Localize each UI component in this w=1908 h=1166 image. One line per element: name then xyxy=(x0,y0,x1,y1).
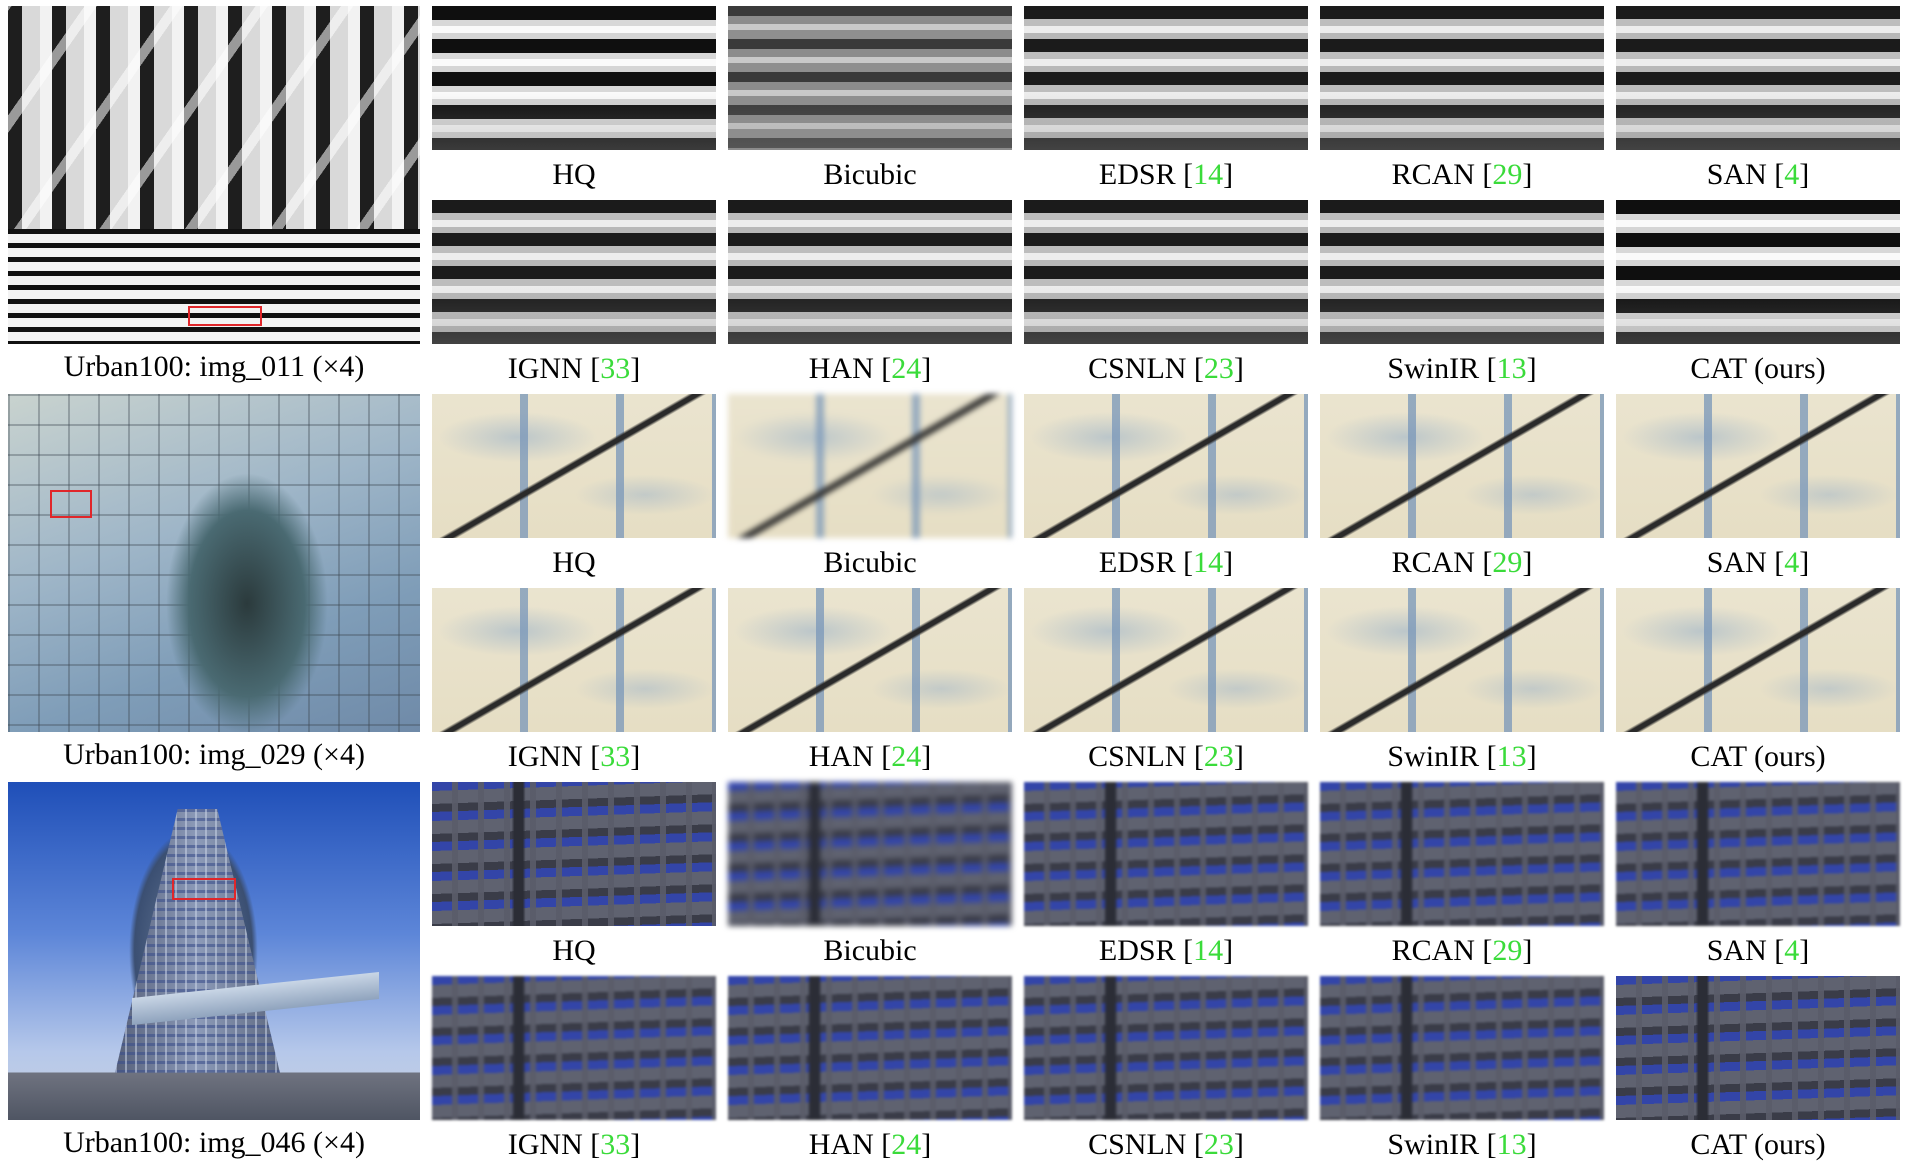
patch-hq xyxy=(432,782,716,926)
citation-link[interactable]: 13 xyxy=(1496,352,1527,385)
patch-swinir xyxy=(1320,588,1604,732)
citation-link[interactable]: 13 xyxy=(1496,740,1527,773)
overview-image-img029 xyxy=(8,394,420,732)
patch-han xyxy=(728,976,1012,1120)
label-cat: CAT (ours) xyxy=(1690,1128,1826,1161)
overview-image-img011 xyxy=(8,6,420,344)
citation-link[interactable]: 24 xyxy=(891,1128,922,1161)
patch-ignn xyxy=(432,976,716,1120)
citation-link[interactable]: 14 xyxy=(1193,934,1224,967)
overview-image-img046 xyxy=(8,782,420,1120)
patch-san xyxy=(1616,6,1900,150)
overview-label: Urban100: img_011 (×4) xyxy=(63,350,365,383)
patch-cat xyxy=(1616,976,1900,1120)
patch-csnln xyxy=(1024,588,1308,732)
patch-swinir xyxy=(1320,200,1604,344)
label-bicubic: Bicubic xyxy=(823,158,917,191)
label-rcan: RCAN [29] xyxy=(1391,158,1533,191)
roi-box xyxy=(50,490,92,518)
patch-cat xyxy=(1616,200,1900,344)
citation-link[interactable]: 13 xyxy=(1496,1128,1527,1161)
label-san: SAN [4] xyxy=(1706,546,1810,579)
overview-label: Urban100: img_029 (×4) xyxy=(63,738,365,771)
label-swinir: SwinIR [13] xyxy=(1387,1128,1537,1161)
label-han: HAN [24] xyxy=(808,1128,932,1161)
overview-label: Urban100: img_046 (×4) xyxy=(63,1126,365,1159)
patch-hq xyxy=(432,394,716,538)
label-hq: HQ xyxy=(552,934,596,967)
patch-ignn xyxy=(432,588,716,732)
label-edsr: EDSR [14] xyxy=(1098,546,1234,579)
roi-box xyxy=(172,878,236,900)
facade-stripes xyxy=(8,229,420,344)
tower xyxy=(115,809,280,1073)
label-cat: CAT (ours) xyxy=(1690,740,1826,773)
citation-link[interactable]: 33 xyxy=(600,1128,631,1161)
patch-san xyxy=(1616,394,1900,538)
patch-hq xyxy=(432,6,716,150)
patch-rcan xyxy=(1320,782,1604,926)
patch-csnln xyxy=(1024,200,1308,344)
patch-han xyxy=(728,200,1012,344)
label-san: SAN [4] xyxy=(1706,158,1810,191)
label-csnln: CSNLN [23] xyxy=(1088,352,1244,385)
patch-san xyxy=(1616,782,1900,926)
patch-bicubic xyxy=(728,6,1012,150)
label-edsr: EDSR [14] xyxy=(1098,934,1234,967)
citation-link[interactable]: 24 xyxy=(891,352,922,385)
label-bicubic: Bicubic xyxy=(823,934,917,967)
label-edsr: EDSR [14] xyxy=(1098,158,1234,191)
label-hq: HQ xyxy=(552,546,596,579)
citation-link[interactable]: 14 xyxy=(1193,546,1224,579)
citation-link[interactable]: 4 xyxy=(1784,546,1800,579)
patch-rcan xyxy=(1320,394,1604,538)
patch-cat xyxy=(1616,588,1900,732)
patch-csnln xyxy=(1024,976,1308,1120)
patch-ignn xyxy=(432,200,716,344)
citation-link[interactable]: 33 xyxy=(600,352,631,385)
patch-edsr xyxy=(1024,782,1308,926)
patch-han xyxy=(728,588,1012,732)
label-csnln: CSNLN [23] xyxy=(1088,740,1244,773)
label-rcan: RCAN [29] xyxy=(1391,934,1533,967)
label-swinir: SwinIR [13] xyxy=(1387,352,1537,385)
patch-edsr xyxy=(1024,6,1308,150)
label-bicubic: Bicubic xyxy=(823,546,917,579)
label-rcan: RCAN [29] xyxy=(1391,546,1533,579)
citation-link[interactable]: 14 xyxy=(1193,158,1224,191)
citation-link[interactable]: 29 xyxy=(1492,546,1523,579)
label-swinir: SwinIR [13] xyxy=(1387,740,1537,773)
patch-bicubic xyxy=(728,394,1012,538)
citation-link[interactable]: 4 xyxy=(1784,934,1800,967)
label-ignn: IGNN [33] xyxy=(507,352,641,385)
citation-link[interactable]: 29 xyxy=(1492,158,1523,191)
label-han: HAN [24] xyxy=(808,740,932,773)
citation-link[interactable]: 33 xyxy=(600,740,631,773)
label-csnln: CSNLN [23] xyxy=(1088,1128,1244,1161)
citation-link[interactable]: 23 xyxy=(1203,740,1234,773)
citation-link[interactable]: 23 xyxy=(1203,352,1234,385)
citation-link[interactable]: 23 xyxy=(1203,1128,1234,1161)
citation-link[interactable]: 24 xyxy=(891,740,922,773)
patch-bicubic xyxy=(728,782,1012,926)
citation-link[interactable]: 29 xyxy=(1492,934,1523,967)
label-han: HAN [24] xyxy=(808,352,932,385)
roi-box xyxy=(188,306,262,326)
patch-edsr xyxy=(1024,394,1308,538)
patch-rcan xyxy=(1320,6,1604,150)
citation-link[interactable]: 4 xyxy=(1784,158,1800,191)
label-san: SAN [4] xyxy=(1706,934,1810,967)
label-hq: HQ xyxy=(552,158,596,191)
label-ignn: IGNN [33] xyxy=(507,740,641,773)
label-cat: CAT (ours) xyxy=(1690,352,1826,385)
label-ignn: IGNN [33] xyxy=(507,1128,641,1161)
patch-swinir xyxy=(1320,976,1604,1120)
